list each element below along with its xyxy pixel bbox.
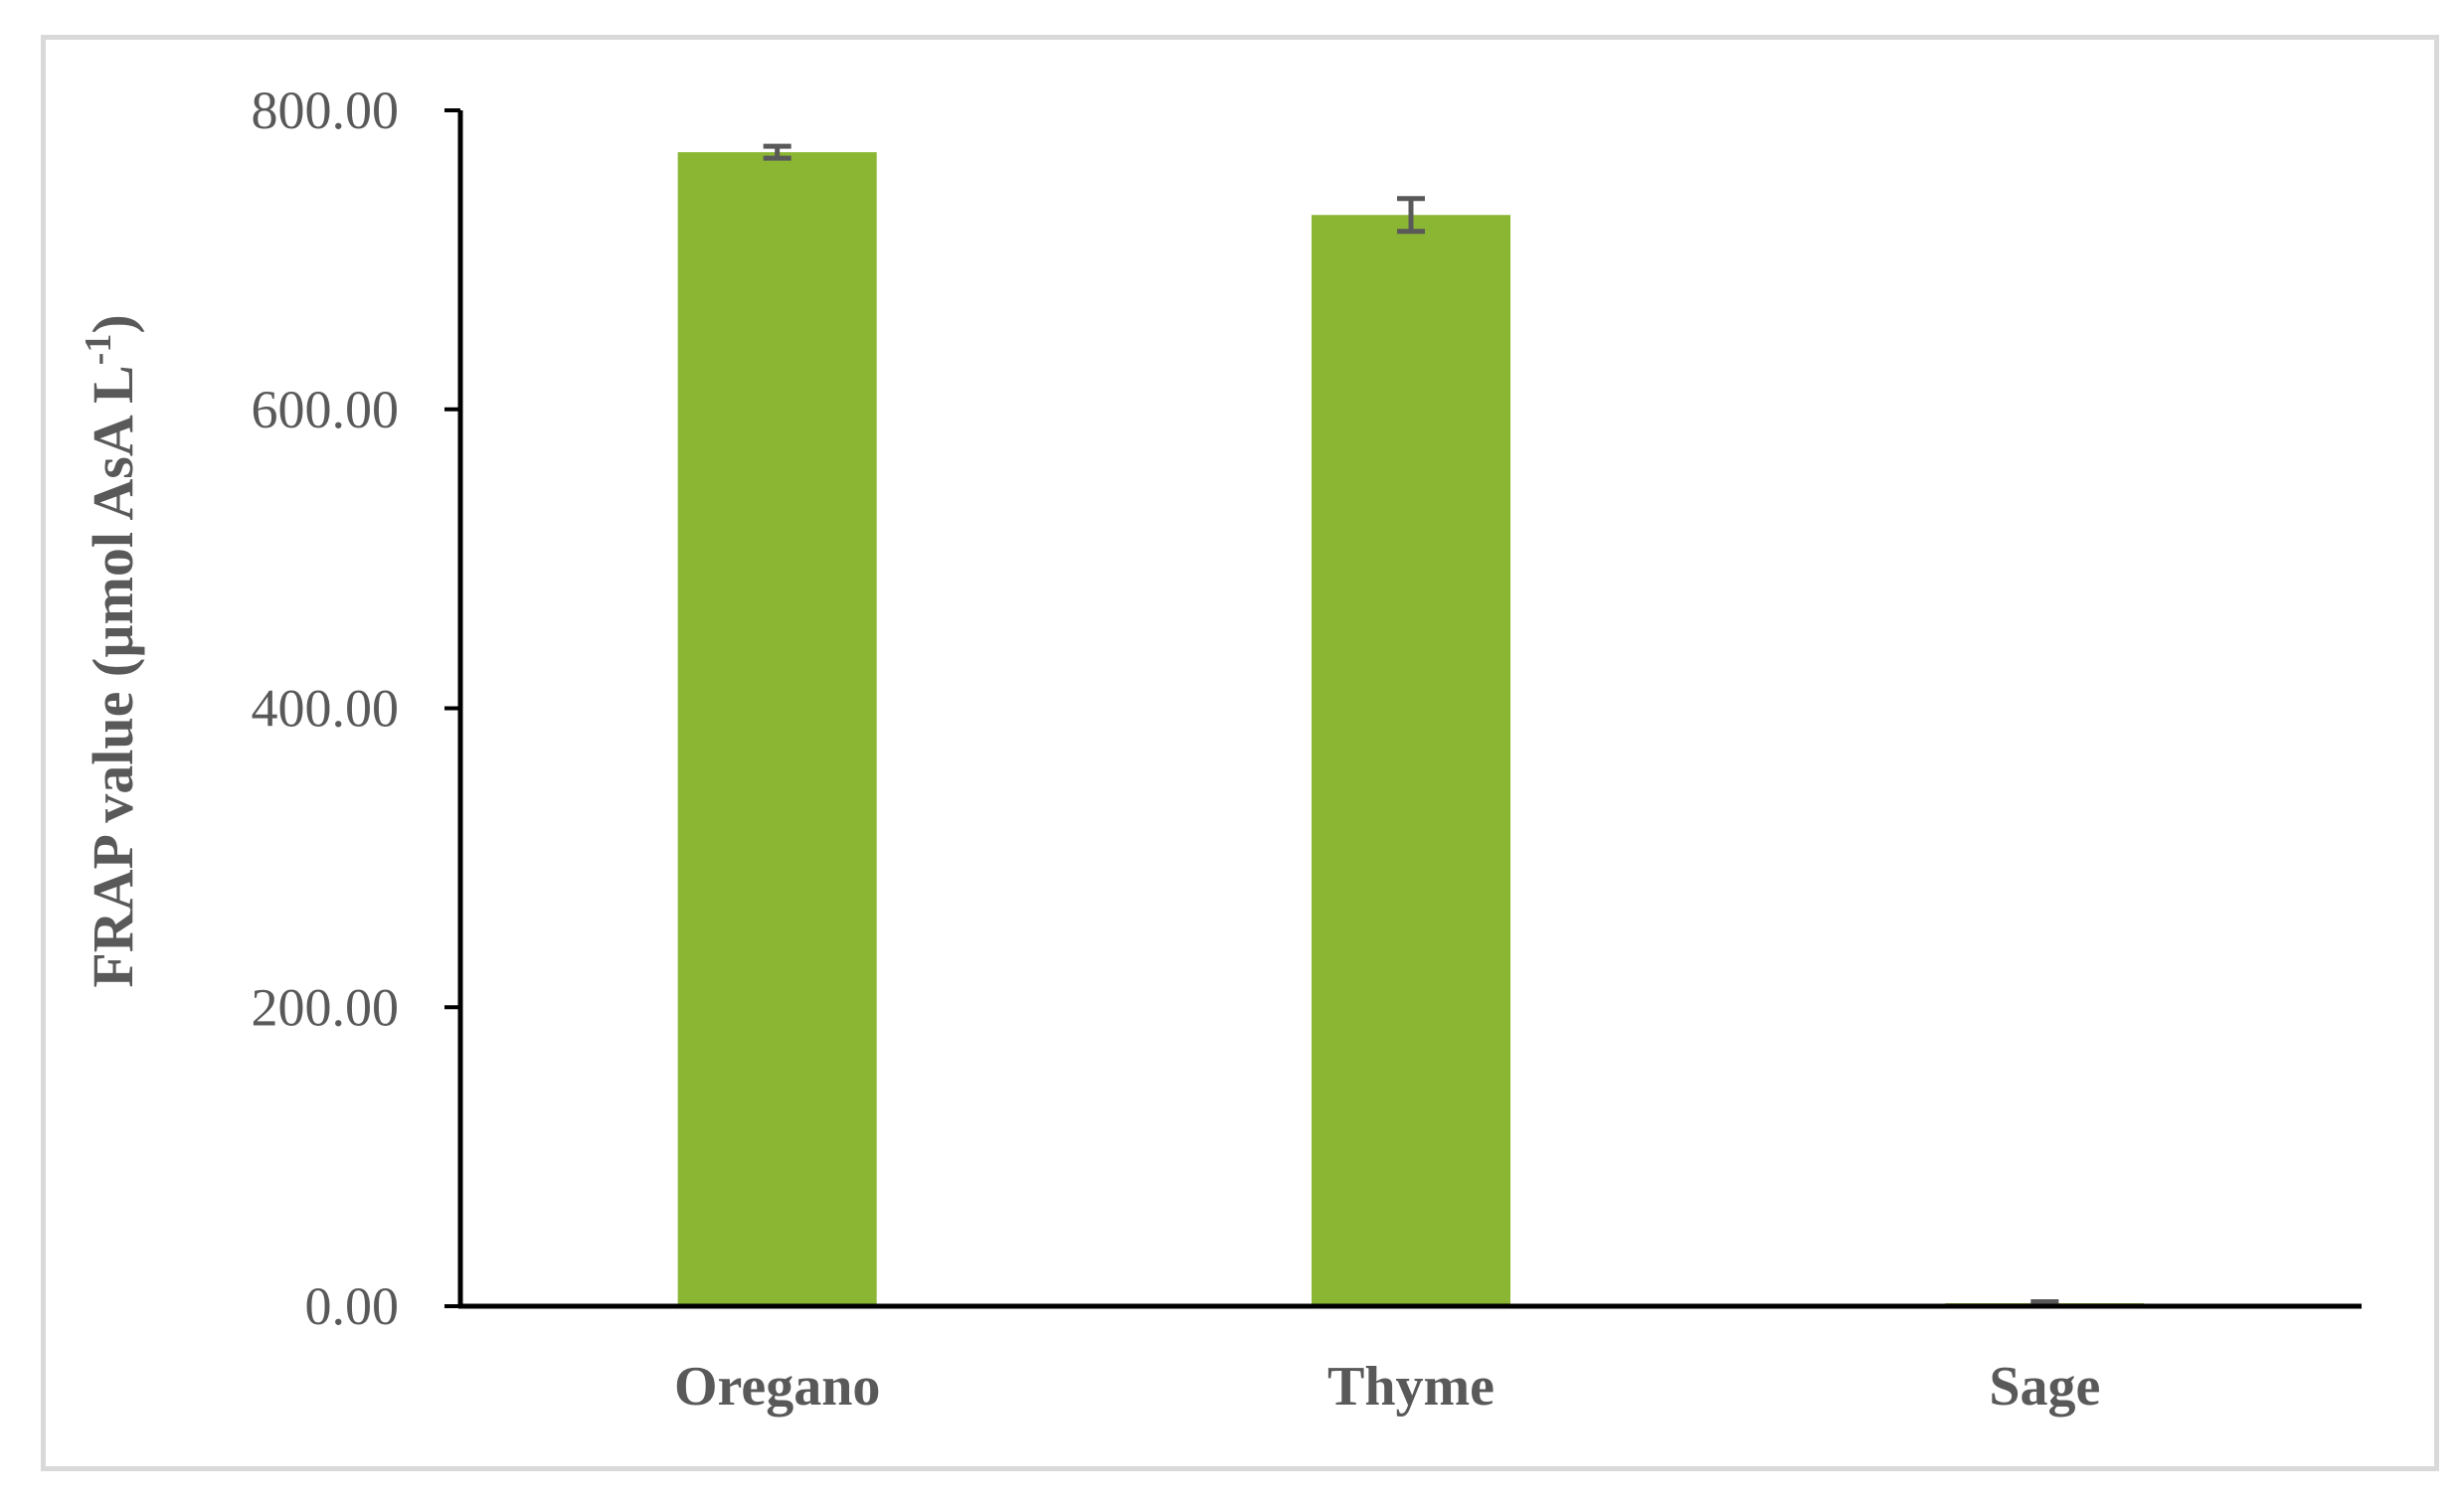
- y-axis-title: FRAP value (µmol AsA L-1): [78, 314, 145, 987]
- bar-thyme: [1312, 215, 1510, 1307]
- y-tick-label-0: 0.00: [305, 1276, 400, 1336]
- y-tick-label-1: 200.00: [252, 977, 400, 1037]
- y-tick-label-2: 400.00: [252, 679, 400, 739]
- y-axis-title-main: FRAP value (µmol AsA L: [81, 365, 145, 987]
- y-axis-title-suffix: ): [81, 314, 145, 333]
- chart-frame: [41, 35, 2439, 1471]
- x-axis-category-labels: Oregano Thyme Sage: [674, 1356, 2100, 1418]
- bar-oregano: [677, 152, 877, 1307]
- x-label-oregano: Oregano: [674, 1356, 880, 1418]
- error-bar-thyme: [1397, 196, 1425, 235]
- y-tick-label-4: 800.00: [252, 81, 400, 140]
- y-axis-tick-labels: 0.00 200.00 400.00 600.00 800.00: [252, 81, 400, 1336]
- error-bar-oregano: [763, 143, 792, 161]
- y-tick-label-3: 600.00: [252, 380, 400, 439]
- y-axis-title-superscript: -1: [78, 334, 119, 366]
- bars: [677, 152, 2145, 1307]
- x-label-sage: Sage: [1989, 1356, 2100, 1418]
- y-axis-ticks: [444, 108, 460, 1308]
- x-label-thyme: Thyme: [1327, 1356, 1495, 1418]
